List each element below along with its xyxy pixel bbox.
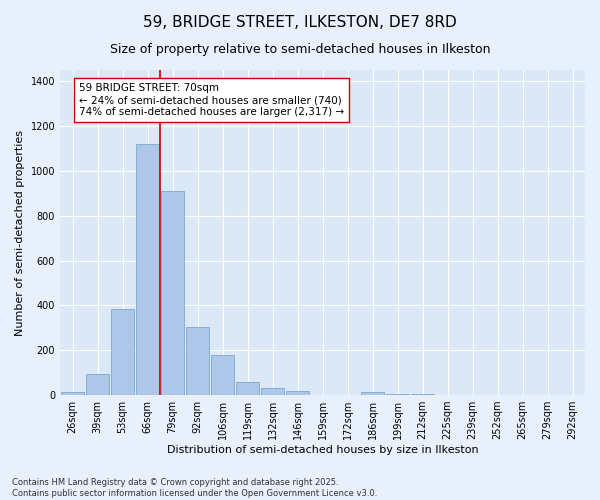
Text: Contains HM Land Registry data © Crown copyright and database right 2025.
Contai: Contains HM Land Registry data © Crown c… (12, 478, 377, 498)
Bar (236, 382, 259, 395)
Text: 59 BRIDGE STREET: 70sqm
← 24% of semi-detached houses are smaller (740)
74% of s: 59 BRIDGE STREET: 70sqm ← 24% of semi-de… (79, 84, 344, 116)
Bar (86, 374, 109, 395)
Bar (261, 388, 284, 395)
Bar (161, 191, 184, 395)
Y-axis label: Number of semi-detached properties: Number of semi-detached properties (15, 130, 25, 336)
Bar (286, 390, 309, 395)
Bar (136, 144, 159, 395)
Bar (386, 394, 409, 395)
X-axis label: Distribution of semi-detached houses by size in Ilkeston: Distribution of semi-detached houses by … (167, 445, 478, 455)
Bar (61, 392, 84, 395)
Bar (361, 392, 384, 395)
Bar (211, 354, 234, 395)
Text: 59, BRIDGE STREET, ILKESTON, DE7 8RD: 59, BRIDGE STREET, ILKESTON, DE7 8RD (143, 15, 457, 30)
Bar (411, 394, 434, 395)
Text: Size of property relative to semi-detached houses in Ilkeston: Size of property relative to semi-detach… (110, 42, 490, 56)
Bar (111, 309, 134, 395)
Bar (186, 326, 209, 395)
